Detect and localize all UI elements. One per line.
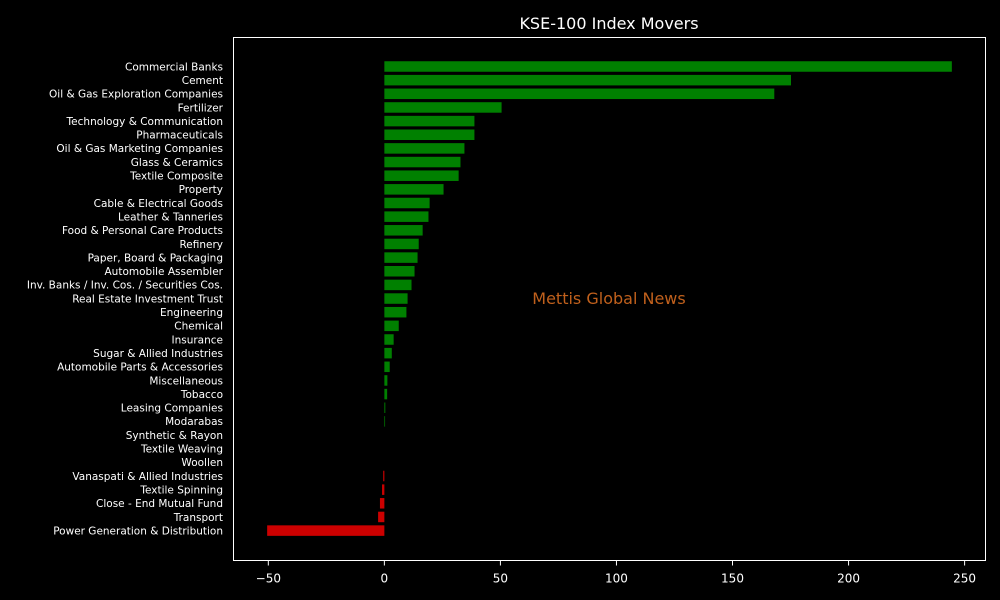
x-tick-label: 200: [837, 572, 860, 586]
x-tick-label: 250: [953, 572, 976, 586]
category-label: Oil & Gas Exploration Companies: [49, 89, 223, 101]
category-label: Leather & Tanneries: [118, 211, 223, 223]
category-label: Close - End Mutual Fund: [96, 498, 223, 510]
bar: [384, 375, 388, 386]
category-label: Refinery: [179, 239, 223, 251]
bars-layer: [267, 61, 952, 536]
bar: [384, 402, 386, 413]
bar: [267, 525, 385, 536]
bar: [384, 170, 459, 181]
bar: [384, 293, 408, 304]
category-label: Oil & Gas Marketing Companies: [56, 143, 223, 155]
bar: [383, 470, 385, 482]
category-label: Cement: [182, 75, 223, 87]
x-tick-label: 0: [381, 572, 389, 586]
bar: [382, 484, 385, 495]
bar: [384, 102, 502, 113]
x-tick-label: −50: [256, 572, 281, 586]
bar: [384, 334, 394, 345]
category-label: Tobacco: [180, 389, 223, 401]
bar: [384, 129, 475, 140]
bar: [379, 498, 385, 509]
bar: [384, 320, 399, 332]
category-label: Chemical: [174, 321, 223, 333]
category-label: Property: [179, 184, 223, 196]
bar: [384, 266, 415, 277]
bar: [384, 211, 429, 222]
category-label: Real Estate Investment Trust: [72, 293, 223, 305]
bar: [384, 61, 952, 72]
category-label: Insurance: [171, 334, 223, 346]
category-label: Sugar & Allied Industries: [93, 348, 223, 360]
category-label: Glass & Ceramics: [131, 157, 223, 169]
category-label: Cable & Electrical Goods: [94, 198, 223, 210]
x-tick-label: 50: [493, 572, 508, 586]
category-label: Vanaspati & Allied Industries: [72, 471, 223, 483]
bar: [384, 115, 475, 127]
category-label: Textile Composite: [129, 171, 223, 183]
category-label: Modarabas: [165, 416, 223, 428]
bar: [384, 225, 423, 236]
bar: [384, 388, 388, 400]
category-label: Pharmaceuticals: [136, 130, 223, 142]
category-label: Transport: [173, 512, 223, 524]
category-label: Woollen: [181, 457, 223, 469]
bar: [384, 306, 407, 318]
category-label: Leasing Companies: [121, 403, 223, 415]
watermark-text: Mettis Global News: [532, 289, 685, 308]
bar: [384, 88, 775, 100]
bar: [384, 279, 412, 291]
category-label: Paper, Board & Packaging: [88, 252, 223, 264]
bar: [384, 347, 392, 359]
category-label: Power Generation & Distribution: [53, 525, 223, 537]
bar: [384, 361, 390, 373]
category-label: Textile Weaving: [140, 444, 223, 456]
category-label: Miscellaneous: [149, 375, 223, 387]
bar: [384, 184, 444, 195]
bar: [378, 511, 385, 523]
x-tick-label: 100: [605, 572, 628, 586]
category-labels: Commercial Banks Cement Oil & Gas Explorat…: [27, 61, 224, 537]
category-label: Inv. Banks / Inv. Cos. / Securities Cos.: [27, 280, 223, 292]
x-axis-ticks: −50 0 50 100 150 200 250: [256, 560, 976, 586]
bar: [384, 416, 386, 427]
plot-frame: [233, 37, 986, 561]
bar: [384, 197, 430, 209]
bar: [384, 238, 419, 250]
category-label: Automobile Parts & Accessories: [57, 362, 223, 374]
bar: [384, 252, 418, 263]
bar: [384, 74, 792, 86]
chart-title: KSE-100 Index Movers: [519, 14, 698, 33]
category-label: Food & Personal Care Products: [62, 225, 223, 237]
category-label: Fertilizer: [178, 102, 224, 114]
category-label: Technology & Communication: [66, 116, 223, 128]
category-label: Synthetic & Rayon: [126, 430, 223, 442]
category-label: Textile Spinning: [139, 484, 223, 496]
bar: [384, 156, 461, 168]
category-label: Commercial Banks: [125, 61, 223, 73]
bar: [384, 143, 465, 154]
category-label: Engineering: [160, 307, 223, 319]
x-tick-label: 150: [721, 572, 744, 586]
category-label: Automobile Assembler: [105, 266, 224, 278]
